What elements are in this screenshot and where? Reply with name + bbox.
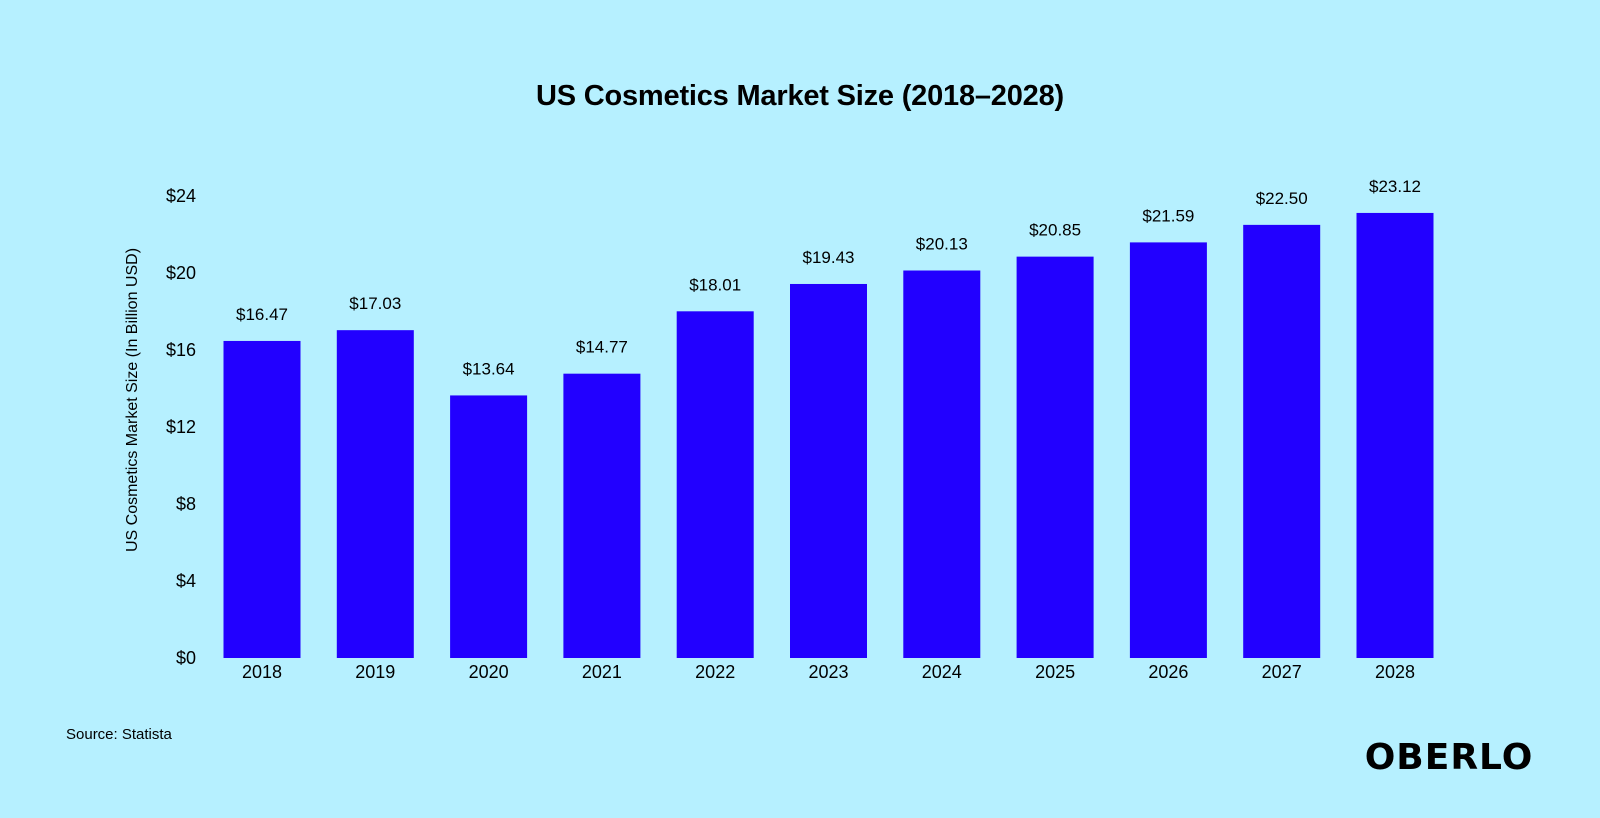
x-tick-label: 2028 (1375, 662, 1415, 682)
x-tick-label: 2026 (1148, 662, 1188, 682)
x-tick-label: 2027 (1262, 662, 1302, 682)
x-tick-label: 2021 (582, 662, 622, 682)
y-axis-label: US Cosmetics Market Size (In Billion USD… (124, 248, 141, 552)
bar (1016, 256, 1094, 658)
source-note: Source: Statista (66, 726, 172, 743)
y-tick-label: $0 (176, 648, 196, 668)
bar (450, 395, 528, 658)
value-label: $22.50 (1256, 189, 1308, 208)
value-label: $21.59 (1142, 206, 1194, 225)
x-tick-label: 2019 (355, 662, 395, 682)
oberlo-logo: OBERLO (1364, 737, 1534, 778)
bar (1243, 224, 1321, 658)
y-axis-ticks: $0 $4 $8 $12 $16 $20 $24 (166, 186, 196, 668)
value-label: $20.13 (916, 234, 968, 253)
y-tick-label: $8 (176, 494, 196, 514)
value-label: $20.85 (1029, 221, 1081, 240)
bar (563, 373, 641, 658)
x-tick-label: 2023 (808, 662, 848, 682)
value-label: $14.77 (576, 338, 628, 357)
y-tick-label: $16 (166, 340, 196, 360)
x-tick-label: 2025 (1035, 662, 1075, 682)
value-labels: $16.47 $17.03 $13.64 $14.77 $18.01 $19.43 $20.… (236, 177, 1421, 378)
x-tick-label: 2018 (242, 662, 282, 682)
value-label: $17.03 (349, 294, 401, 313)
bar (676, 311, 754, 658)
y-tick-label: $12 (166, 417, 196, 437)
y-tick-label: $4 (176, 571, 196, 591)
value-label: $19.43 (803, 248, 855, 267)
x-tick-label: 2022 (695, 662, 735, 682)
bars (223, 212, 1434, 658)
y-tick-label: $24 (166, 186, 196, 206)
x-tick-label: 2024 (922, 662, 962, 682)
bar (1129, 242, 1207, 658)
bar (336, 330, 414, 658)
bar (223, 340, 301, 658)
chart-title: US Cosmetics Market Size (2018–2028) (536, 80, 1064, 112)
value-label: $16.47 (236, 305, 288, 324)
y-tick-label: $20 (166, 263, 196, 283)
value-label: $18.01 (689, 275, 741, 294)
x-tick-label: 2020 (469, 662, 509, 682)
value-label: $23.12 (1369, 177, 1421, 196)
bar (1356, 212, 1434, 658)
bar (790, 283, 867, 658)
x-axis-ticks: 2018 2019 2020 2021 2022 2023 2024 2025 2026 2027… (242, 662, 1415, 682)
bar (903, 270, 981, 658)
value-label: $13.64 (463, 359, 515, 378)
